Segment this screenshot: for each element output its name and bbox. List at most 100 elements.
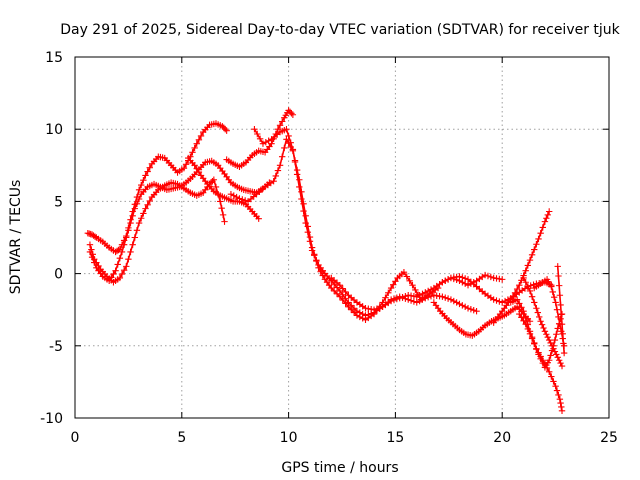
- data-point-marker: [330, 287, 338, 295]
- data-point-marker: [298, 195, 305, 203]
- series-line: [89, 178, 226, 284]
- data-point-marker: [413, 299, 420, 306]
- data-point-marker: [416, 297, 423, 305]
- data-point-marker: [191, 144, 198, 152]
- data-point-marker: [110, 270, 117, 278]
- data-point-marker: [221, 218, 228, 225]
- data-point-marker: [276, 122, 284, 129]
- data-point-marker: [501, 297, 509, 305]
- data-point-marker: [298, 188, 305, 195]
- data-point-marker: [304, 223, 312, 230]
- data-point-marker: [516, 281, 523, 289]
- data-point-marker: [342, 288, 349, 296]
- data-point-marker: [91, 255, 98, 263]
- data-point-marker: [300, 207, 307, 215]
- data-point-marker: [396, 294, 403, 302]
- data-point-marker: [442, 294, 449, 301]
- series-line: [230, 137, 439, 321]
- data-point-marker: [210, 176, 218, 183]
- data-point-marker: [219, 123, 226, 130]
- data-point-marker: [333, 290, 341, 298]
- data-point-marker: [540, 324, 547, 332]
- data-point-marker: [129, 212, 136, 220]
- data-point-marker: [422, 289, 429, 296]
- data-point-marker: [534, 309, 541, 316]
- data-point-marker: [526, 318, 534, 325]
- data-point-marker: [496, 298, 503, 305]
- data-point-marker: [144, 201, 151, 208]
- data-point-marker: [278, 118, 286, 125]
- data-point-marker: [535, 235, 542, 243]
- y-tick-label: 15: [45, 50, 63, 66]
- data-point-marker: [518, 304, 525, 311]
- data-point-marker: [359, 315, 366, 322]
- data-point-marker: [550, 293, 558, 301]
- data-point-marker: [131, 234, 139, 241]
- data-point-marker: [544, 211, 551, 219]
- data-point-marker: [195, 136, 203, 143]
- data-point-marker: [442, 277, 449, 285]
- series-track-4: [185, 154, 262, 222]
- data-point-marker: [123, 263, 130, 270]
- data-point-marker: [89, 251, 96, 258]
- data-point-marker: [118, 248, 126, 256]
- data-point-marker: [370, 306, 378, 313]
- data-point-marker: [129, 241, 136, 248]
- data-point-marker: [526, 287, 534, 295]
- data-point-marker: [511, 289, 519, 297]
- data-point-marker: [189, 149, 196, 156]
- data-point-marker: [559, 330, 566, 337]
- data-point-marker: [138, 181, 145, 189]
- data-point-marker: [553, 387, 561, 394]
- data-point-marker: [382, 294, 389, 301]
- data-point-marker: [285, 132, 292, 140]
- series-line: [89, 160, 270, 282]
- plot-frame: [74, 56, 610, 419]
- data-point-marker: [526, 330, 534, 337]
- data-point-marker: [356, 313, 363, 321]
- data-point-marker: [543, 331, 550, 338]
- data-point-marker: [553, 306, 561, 313]
- data-point-marker: [254, 130, 261, 138]
- data-point-marker: [524, 325, 532, 333]
- data-point-marker: [317, 268, 324, 275]
- data-point-marker: [217, 198, 224, 205]
- data-point-marker: [241, 197, 249, 204]
- data-point-marker: [387, 297, 395, 305]
- data-point-marker: [545, 357, 553, 364]
- data-point-marker: [499, 299, 506, 306]
- data-point-marker: [115, 246, 122, 254]
- data-point-marker: [533, 241, 540, 248]
- data-point-marker: [348, 306, 355, 313]
- data-point-marker: [259, 140, 267, 147]
- data-point-marker: [313, 257, 320, 265]
- data-point-marker: [447, 296, 455, 303]
- data-point-marker: [439, 293, 446, 300]
- data-point-marker: [146, 164, 153, 171]
- data-point-marker: [339, 296, 346, 304]
- data-point-marker: [302, 212, 309, 220]
- data-point-marker: [531, 340, 538, 348]
- data-point-marker: [270, 177, 277, 185]
- data-point-marker: [520, 307, 527, 315]
- data-point-marker: [195, 168, 203, 176]
- data-point-marker: [385, 289, 392, 297]
- data-point-marker: [278, 153, 286, 160]
- y-tick-label: -5: [49, 339, 63, 355]
- data-point-marker: [419, 290, 426, 298]
- data-point-marker: [339, 285, 346, 292]
- x-tick-label: 5: [177, 430, 186, 446]
- data-point-marker: [118, 270, 126, 278]
- data-point-marker: [193, 140, 200, 147]
- data-point-marker: [459, 302, 466, 309]
- data-point-marker: [522, 320, 529, 328]
- data-point-marker: [140, 177, 147, 184]
- data-point-marker: [553, 331, 560, 338]
- data-point-marker: [464, 281, 472, 289]
- x-axis-label: GPS time / hours: [281, 460, 398, 476]
- data-point-marker: [93, 259, 100, 266]
- data-point-marker: [543, 215, 550, 222]
- data-point-marker: [456, 273, 463, 280]
- data-point-marker: [557, 399, 564, 407]
- data-point-marker: [230, 192, 237, 199]
